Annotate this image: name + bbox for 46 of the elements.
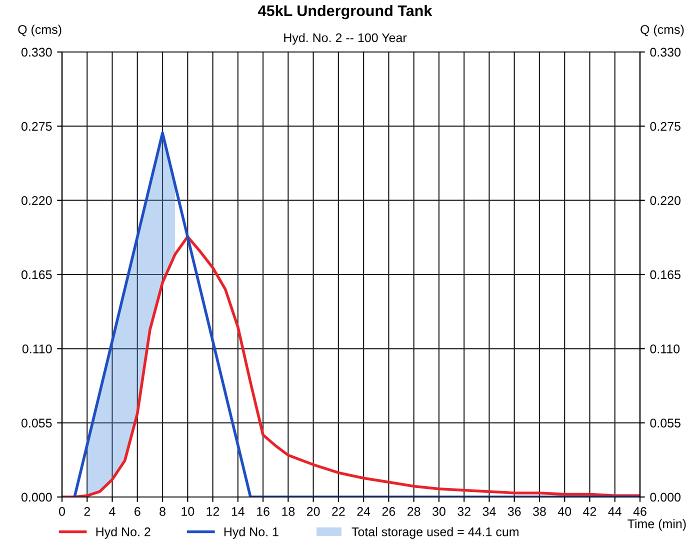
y-tick-label: 0.165 <box>21 270 52 280</box>
x-tick-label: 20 <box>306 507 320 516</box>
x-tick-label: 4 <box>109 507 116 516</box>
x-tick-label: 16 <box>257 507 270 516</box>
y2-tick-label: 0.000 <box>650 492 681 502</box>
x-tick-label: 36 <box>508 507 521 516</box>
x-tick-label: 0 <box>59 507 65 516</box>
legend-label: Hyd No. 2 <box>96 527 150 539</box>
x-tick-label: 42 <box>583 507 596 516</box>
y2-tick-label: 0.110 <box>650 344 680 354</box>
x-tick-label: 44 <box>608 507 622 516</box>
x-tick-label: 12 <box>206 507 220 516</box>
x-tick-label: 40 <box>558 507 572 516</box>
x-tick-label: 22 <box>332 507 345 516</box>
y2-tick-label: 0.220 <box>650 196 681 205</box>
chart-subtitle: Hyd. No. 2 -- 100 Year <box>284 33 407 45</box>
x-tick-label: 14 <box>232 507 244 516</box>
x-tick-label: 32 <box>458 507 470 516</box>
x-axis-title: Time (min) <box>628 519 686 531</box>
y-tick-label: 0.330 <box>21 48 52 57</box>
x-tick-label: 38 <box>533 507 546 516</box>
x-tick-label: 18 <box>282 507 295 516</box>
y-tick-label: 0.110 <box>22 344 52 354</box>
y-axis-title: Q (cms) <box>18 24 62 36</box>
x-tick-label: 26 <box>382 507 396 516</box>
y2-tick-label: 0.275 <box>650 122 680 131</box>
chart-title: 45kL Underground Tank <box>258 4 432 20</box>
x-tick-label: 10 <box>182 507 194 516</box>
x-tick-label: 24 <box>357 507 370 516</box>
x-tick-label: 2 <box>84 507 90 516</box>
y-tick-label: 0.055 <box>21 418 52 428</box>
legend-label: Hyd No. 1 <box>224 527 278 539</box>
y2-tick-label: 0.330 <box>650 48 681 57</box>
y-tick-label: 0.275 <box>21 122 52 131</box>
y-tick-label: 0.000 <box>21 492 52 502</box>
y2-axis-title: Q (cms) <box>640 24 684 36</box>
legend-label: Total storage used = 44.1 cum <box>352 527 518 539</box>
x-tick-label: 34 <box>482 507 496 516</box>
y2-tick-label: 0.055 <box>650 418 680 428</box>
y-tick-label: 0.220 <box>21 196 52 205</box>
x-tick-label: 6 <box>134 507 140 516</box>
x-tick-label: 28 <box>408 507 420 516</box>
x-tick-label: 30 <box>432 507 446 516</box>
x-tick-label: 46 <box>633 507 646 516</box>
x-tick-label: 8 <box>160 507 166 516</box>
y2-tick-label: 0.165 <box>650 270 680 280</box>
